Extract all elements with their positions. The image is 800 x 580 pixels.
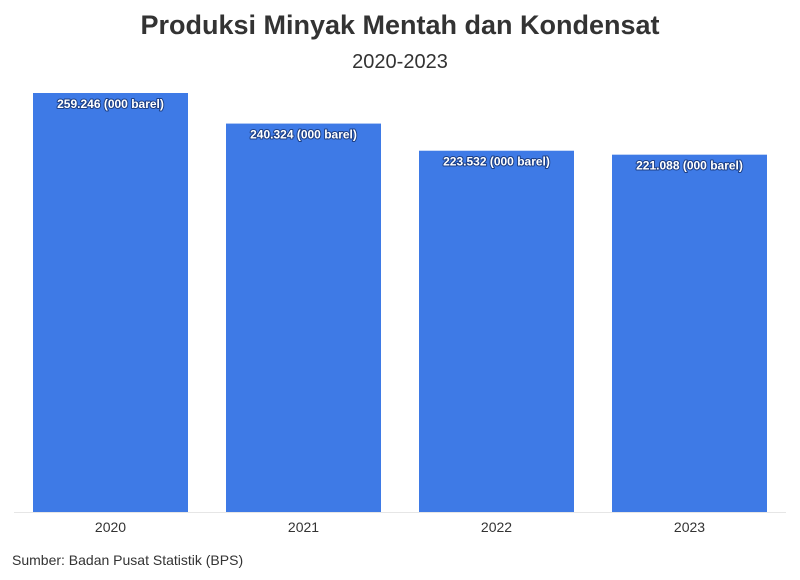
data-label-2023: 221.088 (000 barel) <box>636 159 743 173</box>
x-tick-2020: 2020 <box>95 519 126 535</box>
chart-subtitle: 2020-2023 <box>352 51 448 73</box>
bar-2022 <box>419 150 574 513</box>
x-tick-2023: 2023 <box>674 519 705 535</box>
data-label-2020: 259.246 (000 barel) <box>57 97 164 111</box>
data-label-2022: 223.532 (000 barel) <box>443 155 550 169</box>
chart-title: Produksi Minyak Mentah dan Kondensat <box>140 10 660 40</box>
bar-2021 <box>226 123 381 513</box>
bar-2020 <box>33 93 188 512</box>
bar-2023 <box>612 154 767 512</box>
data-label-2021: 240.324 (000 barel) <box>250 128 357 142</box>
x-tick-2022: 2022 <box>481 519 512 535</box>
source-note: Sumber: Badan Pusat Statistik (BPS) <box>12 552 244 568</box>
x-tick-2021: 2021 <box>288 519 319 535</box>
